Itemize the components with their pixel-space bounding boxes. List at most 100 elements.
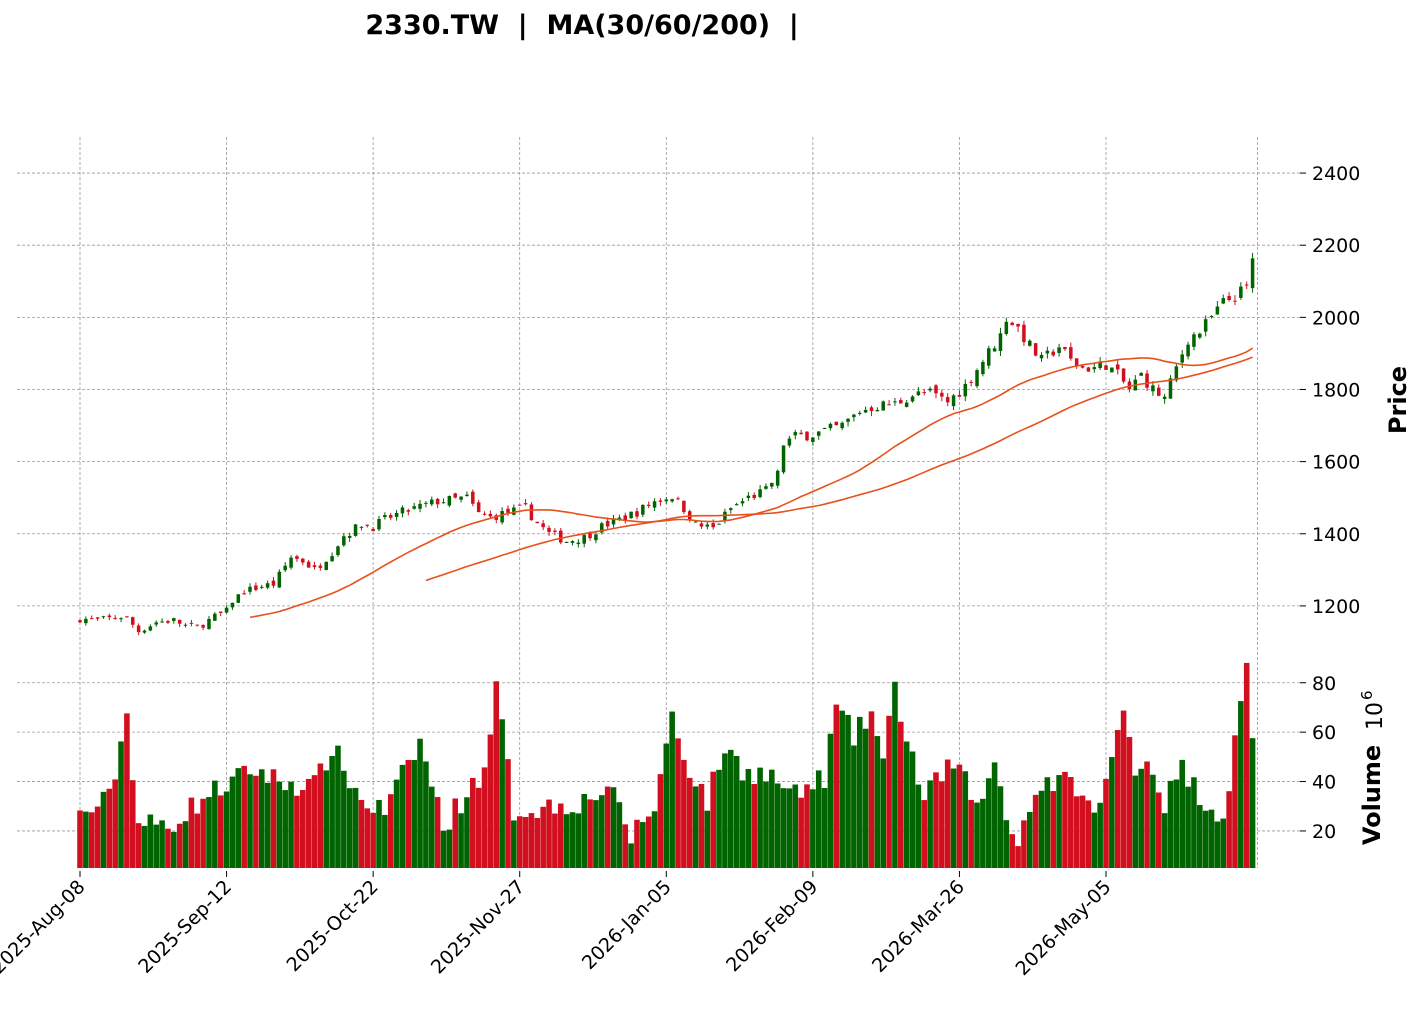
volume-bar [346,788,353,868]
volume-bar [528,813,535,868]
candle-body [629,511,633,519]
volume-bar [522,816,529,868]
candle-body [1180,354,1184,363]
volume-bar [763,781,769,868]
volume-bar [223,791,230,868]
candle-body [1127,381,1132,390]
volume-bar [1062,771,1068,868]
candle-body [1115,364,1120,370]
candle-body [172,618,176,621]
volume-bar [640,822,646,868]
candle-body [1039,354,1044,359]
volume-bar [657,774,664,868]
candle-body [136,625,141,633]
volume-bar [352,787,359,868]
volume-bar [511,820,517,868]
volume-bar [370,812,376,868]
volume-bar [464,797,470,868]
candle-body [336,546,340,556]
candle-body [430,499,434,505]
volume-bar [974,802,980,868]
candle-body [705,524,710,527]
candle-body [453,493,457,498]
volume-bar [212,780,218,868]
volume-bar [487,734,494,868]
candle-body [670,499,674,502]
candle-body [342,536,346,546]
volume-bar [88,812,95,868]
candle-body [904,402,909,407]
volume-bar [599,795,605,868]
volume-scale-exponent: 6 [1358,690,1376,700]
volume-bar [985,778,992,868]
candle-body [289,557,293,568]
candle-body [963,383,968,397]
volume-bar [1068,776,1074,868]
volume-bar [880,758,886,868]
volume-bar [704,810,711,868]
volume-bar [815,770,822,868]
candle-body [529,504,534,521]
candle-body [899,400,903,404]
moving-averages [249,347,1254,619]
candle-body [916,391,921,396]
volume-bar [757,767,763,868]
volume-bar [1038,790,1045,868]
volume-bar [94,806,101,868]
candle-body [1086,367,1091,372]
candle-body [617,517,622,520]
price-tick-label: 2200 [1312,235,1360,257]
volume-bar [546,799,552,868]
candle-body [582,534,586,544]
candlesticks [78,252,1255,636]
candle-body [1110,367,1114,373]
volume-bar [927,780,933,868]
candle-body [822,428,827,430]
volume-bar [956,764,963,868]
volume-bar [124,713,130,868]
candle-body [775,470,780,486]
candle-body [729,508,733,511]
volume-bar [651,811,658,868]
candle-body [717,523,721,525]
volume-bar [440,830,447,868]
candle-body [1157,387,1161,396]
candle-body [1168,378,1173,399]
volume-bar [780,788,787,868]
candle-body [711,523,715,528]
candle-body [277,571,282,588]
volume-bar [159,820,165,868]
x-tick-label: 2026-Feb-09 [722,876,822,976]
volume-bar [827,733,834,868]
candle-body [828,423,833,429]
candle-body [623,515,628,521]
candle-body [113,617,117,619]
volume-bar [276,781,283,868]
candle-body [412,506,416,509]
candle-body [1074,358,1079,366]
volume-bar [305,778,312,868]
volume-bar [991,762,998,868]
candle-body [1104,365,1108,370]
volume-bar [434,797,441,868]
candle-body [922,392,927,394]
candle-body [541,523,545,528]
volume-bar [1202,810,1209,868]
price-tick-label: 1800 [1312,379,1360,401]
candle-body [1151,385,1155,392]
volume-bar [258,769,265,868]
volume-bar [950,768,957,868]
candle-body [1080,366,1085,368]
volume-bar [1114,730,1121,868]
candle-body [318,565,323,568]
volume-bar [300,790,306,868]
candle-body [388,515,393,518]
volume-bar [722,753,728,868]
volume-bar [194,813,201,868]
volume-bar [323,770,330,868]
volume-bar [335,745,341,868]
candle-body [365,524,370,526]
volume-bar [727,749,734,868]
grid [17,137,1300,868]
candle-body [693,521,698,523]
